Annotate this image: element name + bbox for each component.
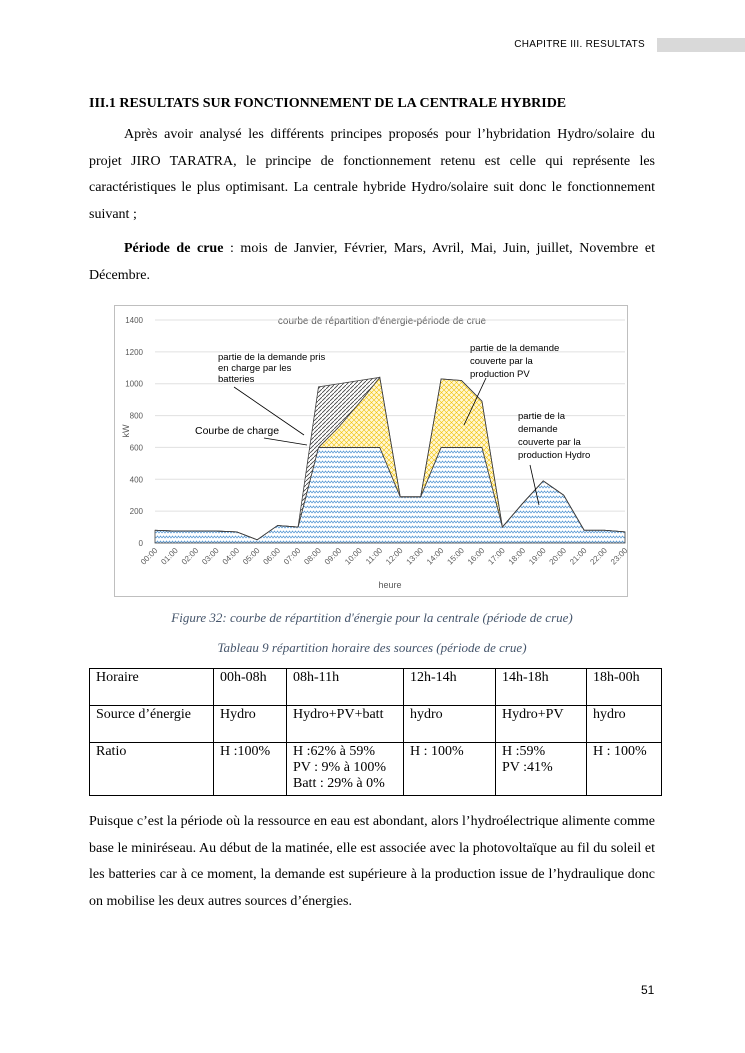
- table-cell: H : 100%: [586, 742, 662, 796]
- table-row: Horaire 00h-08h 08h-11h 12h-14h 14h-18h 18h-0…: [89, 668, 662, 706]
- paragraph: Après avoir analysé les différents princ…: [89, 127, 655, 222]
- annotation-arrow: [263, 437, 308, 446]
- table-cell: 08h-11h: [286, 668, 404, 706]
- table-row: Ratio H :100% H :62% à 59% PV : 9% à 100% …: [89, 742, 662, 796]
- chart: courbe de répartition d'énergie-période …: [114, 305, 628, 597]
- table-cell: hydro: [403, 705, 496, 743]
- table-cell: Hydro: [213, 705, 287, 743]
- area: [154, 376, 626, 541]
- annotation: partie de la demande pris: [218, 352, 325, 363]
- annotation: couverte par la: [518, 437, 582, 448]
- annotation-arrow: [463, 377, 487, 426]
- y-tick-label: 600: [130, 443, 144, 452]
- chapter-header: CHAPITRE III. RESULTATS: [514, 39, 645, 50]
- table-cell: H :62% à 59% PV : 9% à 100% Batt : 29% à…: [286, 742, 404, 796]
- annotation: partie de la demande: [470, 343, 559, 354]
- annotation: Courbe de charge: [195, 425, 279, 437]
- table-cell: Horaire: [89, 668, 214, 706]
- table-cell: Hydro+PV+batt: [286, 705, 404, 743]
- annotation-arrow: [233, 386, 305, 436]
- table-row: Source d’énergie Hydro Hydro+PV+batt hydro H…: [89, 705, 662, 743]
- page-number: 51: [641, 983, 655, 997]
- y-tick-label: 1200: [125, 348, 143, 357]
- table-cell: Source d’énergie: [89, 705, 214, 743]
- table-cell: H : 100%: [403, 742, 496, 796]
- annotation: couverte par la: [470, 356, 534, 367]
- table-cell: hydro: [586, 705, 662, 743]
- header-bar: [657, 38, 745, 52]
- paragraph: Puisque c’est la période où la ressource…: [89, 814, 655, 909]
- chart-title: courbe de répartition d'énergie-période …: [278, 316, 487, 327]
- table-cell: H :100%: [213, 742, 287, 796]
- y-tick-label: 800: [130, 412, 144, 421]
- table-cell: Ratio: [89, 742, 214, 796]
- table-cell: H :59% PV :41%: [495, 742, 587, 796]
- table: Horaire 00h-08h 08h-11h 12h-14h 14h-18h 18h-0…: [89, 668, 662, 796]
- table-cell: 00h-08h: [213, 668, 287, 706]
- x-axis-label: heure: [378, 580, 401, 590]
- table-cell: 18h-00h: [586, 668, 662, 706]
- period-text: : mois de Janvier, Février, Mars, Avril,…: [89, 241, 655, 283]
- paragraph: Période de crue : mois de Janvier, Févri…: [89, 236, 655, 289]
- period-label: Période de crue: [124, 241, 224, 256]
- table-cell: 12h-14h: [403, 668, 496, 706]
- annotation-arrow: [529, 464, 540, 506]
- y-axis-label: kW: [121, 424, 131, 438]
- annotation: en charge par les: [218, 363, 292, 374]
- table-cell: 14h-18h: [495, 668, 587, 706]
- section-title: III.1 RESULTATS SUR FONCTIONNEMENT DE LA…: [89, 96, 567, 111]
- annotation: demande: [518, 424, 558, 435]
- annotation: partie de la: [518, 411, 566, 422]
- figure-caption: Figure 32: courbe de répartition d'énerg…: [171, 610, 573, 625]
- annotation: production Hydro: [518, 450, 590, 461]
- y-tick-label: 0: [139, 539, 144, 548]
- y-tick-label: 1400: [125, 316, 143, 325]
- annotation: batteries: [218, 374, 255, 385]
- y-tick-label: 200: [130, 507, 144, 516]
- y-tick-label: 400: [130, 475, 144, 484]
- table-cell: Hydro+PV: [495, 705, 587, 743]
- y-tick-label: 1000: [125, 380, 143, 389]
- table-caption: Tableau 9 répartition horaire des source…: [217, 640, 527, 655]
- annotation: production PV: [470, 369, 530, 380]
